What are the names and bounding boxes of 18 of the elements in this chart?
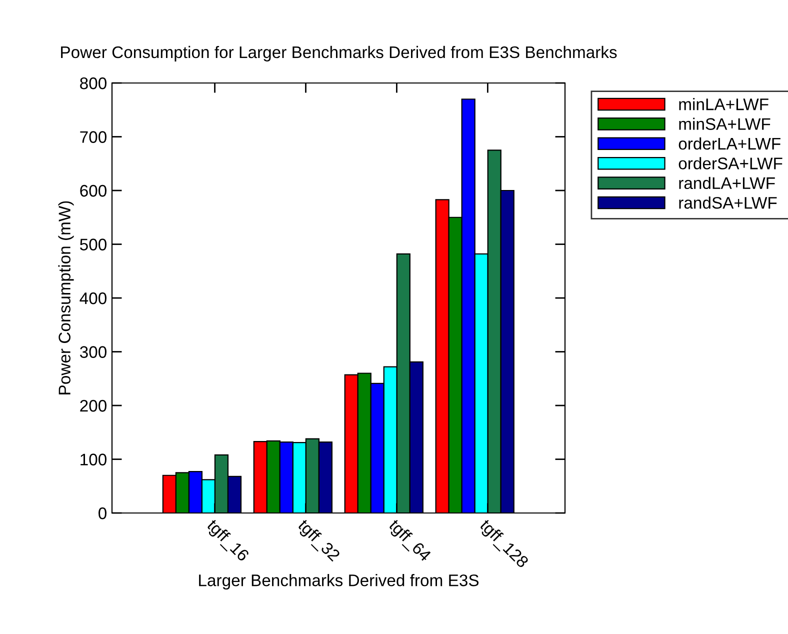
y-tick-label: 200 — [80, 400, 106, 412]
y-tick-label: 0 — [98, 507, 106, 520]
y-axis-title: Power Consumption (mW) — [58, 201, 74, 394]
y-tick-label: 400 — [80, 292, 106, 304]
y-tick-label: 600 — [80, 184, 106, 197]
y-tick-label: 700 — [80, 131, 106, 143]
y-tick-label: 500 — [80, 238, 106, 250]
legend-label: minLA+LWF — [679, 98, 768, 110]
y-tick-label: 300 — [80, 346, 106, 358]
legend-label: orderSA+LWF — [678, 157, 782, 170]
chart-title: Power Consumption for Larger Benchmarks Derived from E3S Benchmarks — [61, 46, 617, 62]
legend-label: randLA+LWF — [679, 176, 775, 190]
legend-label: minSA+LWF — [679, 118, 770, 130]
x-axis-title: Larger Benchmarks Derived from E3S — [199, 574, 479, 590]
legend-label: orderLA+LWF — [678, 137, 780, 150]
y-tick-label: 800 — [80, 77, 106, 90]
legend-label: randSA+LWF — [679, 196, 777, 209]
y-tick-label: 100 — [80, 454, 106, 466]
